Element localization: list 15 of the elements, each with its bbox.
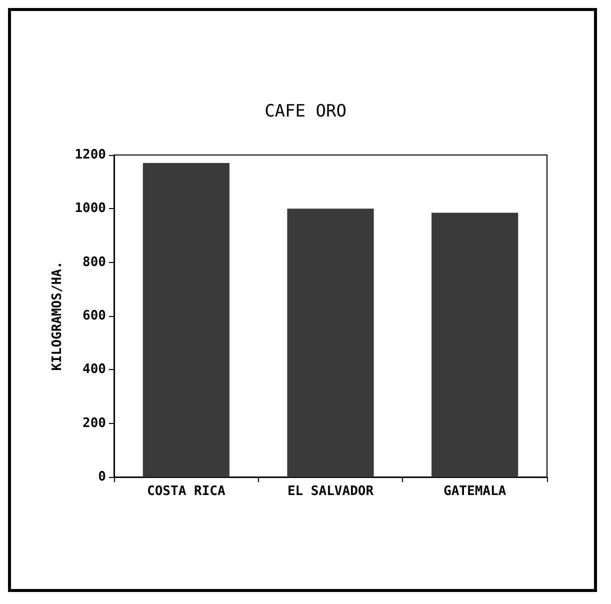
- chart-title: CAFE ORO: [264, 102, 346, 122]
- x-tick-label: COSTA RICA: [147, 484, 226, 499]
- y-tick-label: 600: [82, 308, 106, 324]
- y-tick-label: 400: [82, 362, 106, 378]
- y-tick-label: 200: [82, 416, 106, 431]
- y-tick-label: 1200: [74, 148, 106, 162]
- y-tick-label: 1000: [74, 201, 106, 216]
- x-tick-label: EL SALVADOR: [287, 484, 374, 499]
- y-tick-label: 800: [82, 254, 106, 270]
- x-tick-label: GATEMALA: [444, 484, 506, 499]
- bar: [287, 208, 374, 477]
- y-tick-label: 0: [98, 470, 106, 484]
- y-axis-title: KILOGRAMOS/HA.: [50, 261, 65, 371]
- bar: [142, 163, 230, 477]
- bar: [432, 212, 518, 477]
